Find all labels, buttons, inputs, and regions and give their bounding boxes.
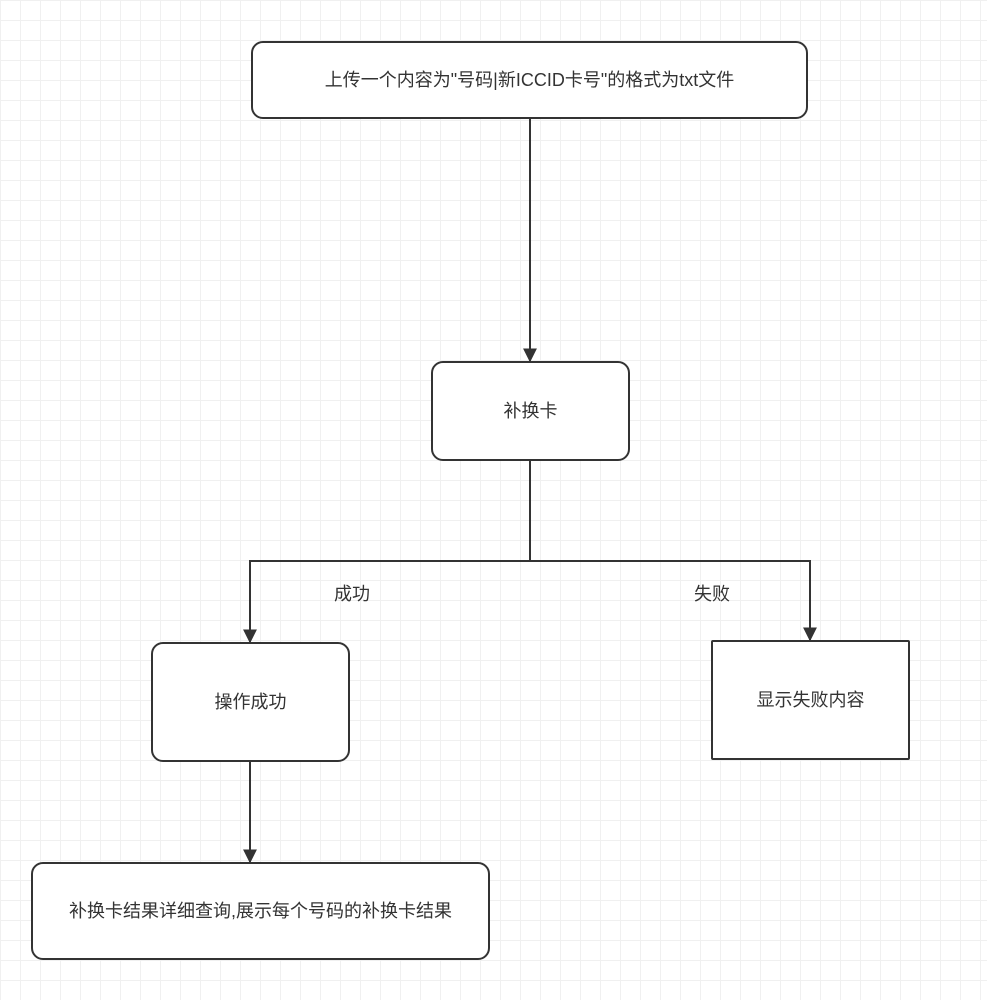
edge-replace-fail [530,461,810,640]
edge-replace-success [250,461,530,642]
edge-label-fail: 失败 [694,580,730,606]
edge-label-success: 成功 [334,580,370,606]
node-replace-label: 补换卡 [504,398,558,425]
node-success-label: 操作成功 [215,689,287,716]
node-detail-label: 补换卡结果详细查询,展示每个号码的补换卡结果 [69,898,452,925]
edges-layer [0,0,987,1000]
node-replace: 补换卡 [431,361,630,461]
node-upload-label: 上传一个内容为"号码|新ICCID卡号"的格式为txt文件 [325,67,734,94]
node-fail-label: 显示失败内容 [757,687,865,714]
node-detail: 补换卡结果详细查询,展示每个号码的补换卡结果 [31,862,490,960]
node-fail: 显示失败内容 [711,640,910,760]
node-success: 操作成功 [151,642,350,762]
node-upload: 上传一个内容为"号码|新ICCID卡号"的格式为txt文件 [251,41,808,119]
